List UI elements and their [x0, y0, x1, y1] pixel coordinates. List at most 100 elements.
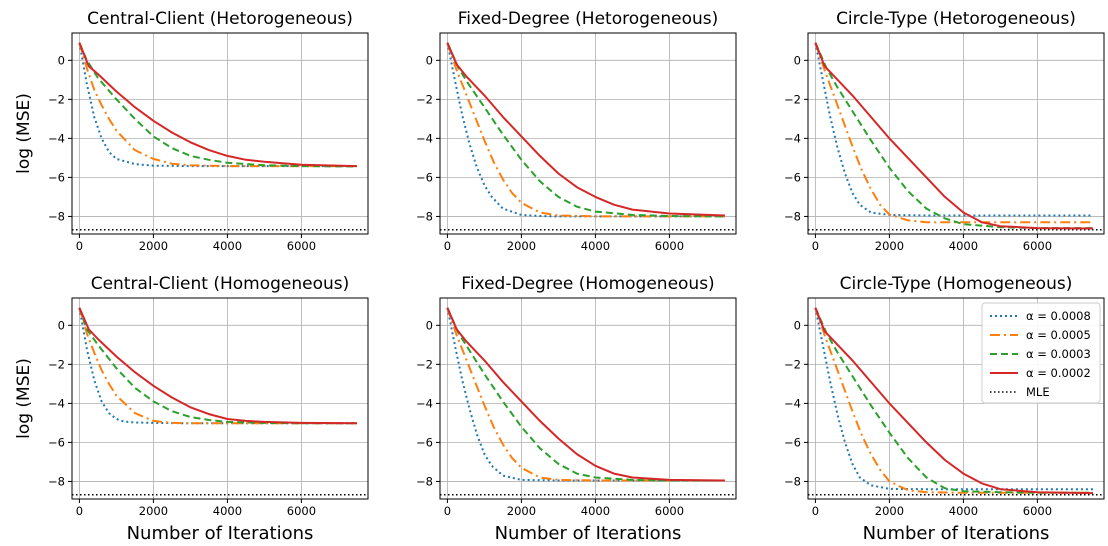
chart-title: Fixed-Degree (Hetorogeneous) — [458, 9, 719, 29]
axes-frame — [807, 32, 1105, 235]
x-tick-label: 6000 — [655, 504, 684, 518]
y-tick-label: −4 — [48, 396, 65, 410]
x-tick-label: 4000 — [213, 504, 242, 518]
x-tick-label: 6000 — [1023, 504, 1052, 518]
series-line-2 — [78, 307, 357, 425]
x-tick-label: 2000 — [139, 504, 168, 518]
x-tick-label: 2000 — [139, 239, 168, 253]
y-tick-label: −2 — [48, 357, 65, 371]
y-tick-label: 0 — [426, 53, 433, 67]
x-axis-label: Number of Iterations — [127, 523, 314, 544]
x-tick-label: 0 — [444, 239, 451, 253]
y-tick-label: −6 — [784, 435, 801, 449]
axes-frame — [71, 32, 369, 235]
y-tick-label: −2 — [416, 357, 433, 371]
y-tick-label: −8 — [416, 209, 433, 223]
chart-panel-6: 0 2000 4000 6000 0 −2 −4 −6 −8 Circle-Type (Homog… — [784, 274, 1105, 544]
y-axis-label: log (MSE) — [14, 93, 34, 174]
chart-panel-4: 0 2000 4000 6000 0 −2 −4 −6 −8 Central-Client (Ho… — [14, 274, 369, 544]
series-line-2 — [446, 42, 725, 218]
axes-frame — [439, 297, 737, 500]
x-tick-label: 0 — [76, 504, 83, 518]
y-tick-label: −8 — [48, 474, 65, 488]
series-line-4 — [78, 42, 357, 168]
series-line-2 — [78, 42, 357, 168]
y-tick-label: −4 — [416, 396, 433, 410]
series-line-3 — [446, 42, 725, 218]
x-tick-label: 6000 — [287, 504, 316, 518]
x-tick-label: 0 — [444, 504, 451, 518]
y-tick-label: −2 — [416, 92, 433, 106]
y-tick-label: −2 — [784, 357, 801, 371]
axes-frame — [439, 32, 737, 235]
x-tick-label: 0 — [812, 239, 819, 253]
chart-title: Circle-Type (Hetorogeneous) — [836, 9, 1076, 29]
y-tick-label: −2 — [48, 92, 65, 106]
legend-label-2: α = 0.0005 — [1026, 328, 1091, 342]
x-tick-label: 4000 — [213, 239, 242, 253]
series-line-4 — [446, 307, 725, 482]
x-tick-label: 2000 — [507, 239, 536, 253]
series-line-2 — [446, 307, 725, 482]
x-tick-label: 2000 — [875, 504, 904, 518]
chart-panel-2: 0 2000 4000 6000 0 −2 −4 −6 −8 Fixed-Degree (Heto… — [416, 9, 737, 253]
legend: α = 0.0008 α = 0.0005 α = 0.0003 α = 0.0002… — [981, 302, 1101, 404]
chart-panel-3: 0 2000 4000 6000 0 −2 −4 −6 −8 Circle-Type (Hetor… — [784, 9, 1105, 253]
series-line-1 — [446, 307, 725, 482]
legend-label-5: MLE — [1026, 385, 1050, 399]
chart-panel-1: 0 2000 4000 6000 0 −2 −4 −6 −8 Central-Client (He… — [14, 9, 369, 253]
series-line-2 — [814, 307, 1093, 494]
x-tick-label: 0 — [812, 504, 819, 518]
series-line-3 — [814, 42, 1093, 230]
y-tick-label: −6 — [416, 435, 433, 449]
x-tick-label: 2000 — [507, 504, 536, 518]
y-tick-label: −4 — [48, 131, 65, 145]
y-tick-label: −8 — [784, 474, 801, 488]
series-line-1 — [446, 42, 725, 218]
legend-label-1: α = 0.0008 — [1026, 309, 1091, 323]
series-line-1 — [78, 42, 357, 168]
series-line-4 — [446, 42, 725, 217]
y-tick-label: −6 — [48, 170, 65, 184]
series-line-4 — [814, 307, 1093, 495]
x-axis-label: Number of Iterations — [495, 523, 682, 544]
x-tick-label: 4000 — [949, 504, 978, 518]
series-line-3 — [446, 307, 725, 482]
chart-title: Central-Client (Homogeneous) — [91, 274, 350, 294]
x-axis-label: Number of Iterations — [863, 523, 1050, 544]
series-line-3 — [814, 307, 1093, 494]
y-tick-label: −8 — [48, 209, 65, 223]
y-tick-label: −6 — [784, 170, 801, 184]
y-tick-label: 0 — [794, 318, 801, 332]
chart-title: Circle-Type (Homogeneous) — [840, 274, 1073, 294]
y-tick-label: −2 — [784, 92, 801, 106]
chart-title: Fixed-Degree (Homogeneous) — [461, 274, 714, 294]
x-tick-label: 2000 — [875, 239, 904, 253]
y-tick-label: −4 — [784, 131, 801, 145]
series-line-2 — [814, 42, 1093, 224]
y-tick-label: −8 — [784, 209, 801, 223]
legend-box — [981, 302, 1101, 404]
x-tick-label: 6000 — [287, 239, 316, 253]
y-tick-label: −4 — [416, 131, 433, 145]
y-tick-label: −8 — [416, 474, 433, 488]
series-line-1 — [814, 307, 1093, 491]
y-tick-label: 0 — [58, 53, 65, 67]
x-tick-label: 4000 — [581, 504, 610, 518]
legend-label-4: α = 0.0002 — [1026, 366, 1091, 380]
y-tick-label: −4 — [784, 396, 801, 410]
y-axis-label: log (MSE) — [14, 358, 34, 439]
series-line-1 — [814, 42, 1093, 217]
x-tick-label: 6000 — [655, 239, 684, 253]
x-tick-label: 0 — [76, 239, 83, 253]
y-tick-label: −6 — [48, 435, 65, 449]
legend-label-3: α = 0.0003 — [1026, 347, 1091, 361]
series-line-4 — [814, 42, 1093, 230]
axes-frame — [71, 297, 369, 500]
series-line-4 — [78, 307, 357, 425]
y-tick-label: 0 — [426, 318, 433, 332]
y-tick-label: −6 — [416, 170, 433, 184]
chart-title: Central-Client (Hetorogeneous) — [87, 9, 353, 29]
chart-panel-5: 0 2000 4000 6000 0 −2 −4 −6 −8 Fixed-Degree (Homo… — [416, 274, 737, 544]
